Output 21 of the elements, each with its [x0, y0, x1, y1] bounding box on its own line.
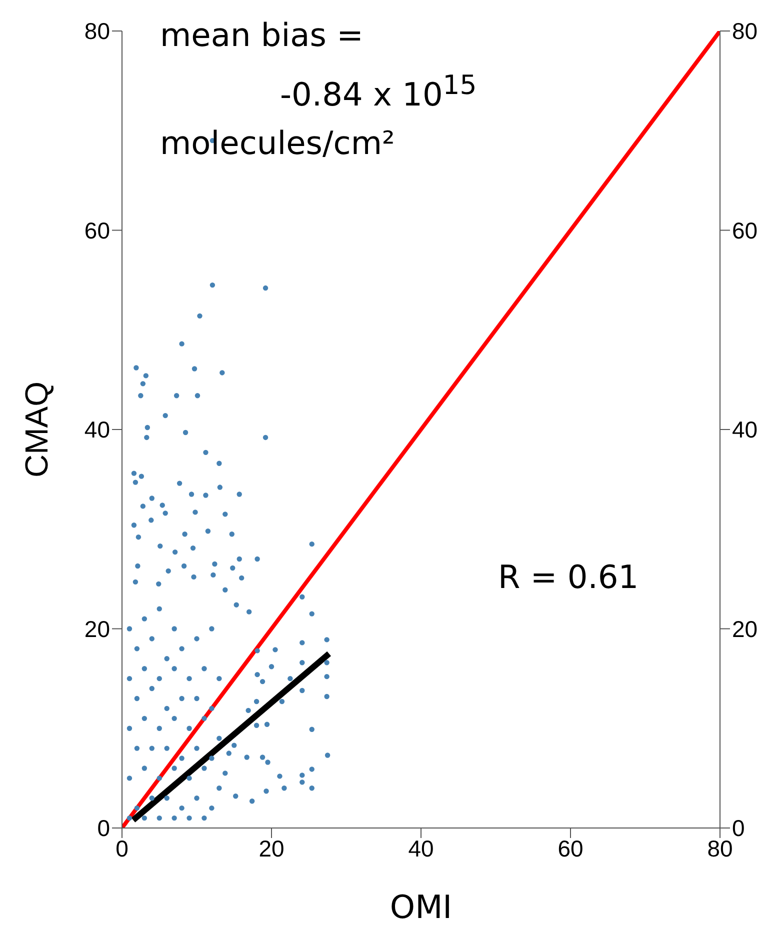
y-tick-label: 20	[84, 616, 110, 642]
x-tick-label: 20	[258, 835, 284, 862]
x-tick-label: 0	[116, 835, 128, 862]
annotation: mean bias =	[160, 16, 364, 54]
annotation: molecules/cm²	[160, 124, 395, 162]
y2-tick-label: 40	[732, 416, 758, 443]
y-tick-label: 0	[97, 815, 110, 842]
y-tick-label: 40	[84, 416, 110, 443]
x-tick-label: 40	[408, 835, 434, 862]
y-tick-label: 80	[84, 18, 110, 44]
annotation: -0.84 x 10$^{15}$	[280, 70, 477, 114]
x-axis-title: OMI	[390, 888, 452, 926]
y2-tick-label: 80	[732, 18, 758, 44]
y-tick-label: 60	[84, 217, 110, 244]
y2-tick-label: 60	[732, 217, 758, 244]
x-tick-label: 60	[558, 835, 584, 862]
x-tick-label: 80	[707, 835, 733, 862]
annotation: R = 0.61	[498, 558, 639, 596]
y2-tick-label: 0	[732, 815, 745, 842]
y2-tick-label: 20	[732, 616, 758, 642]
y-axis-title: CMAQ	[18, 382, 54, 478]
